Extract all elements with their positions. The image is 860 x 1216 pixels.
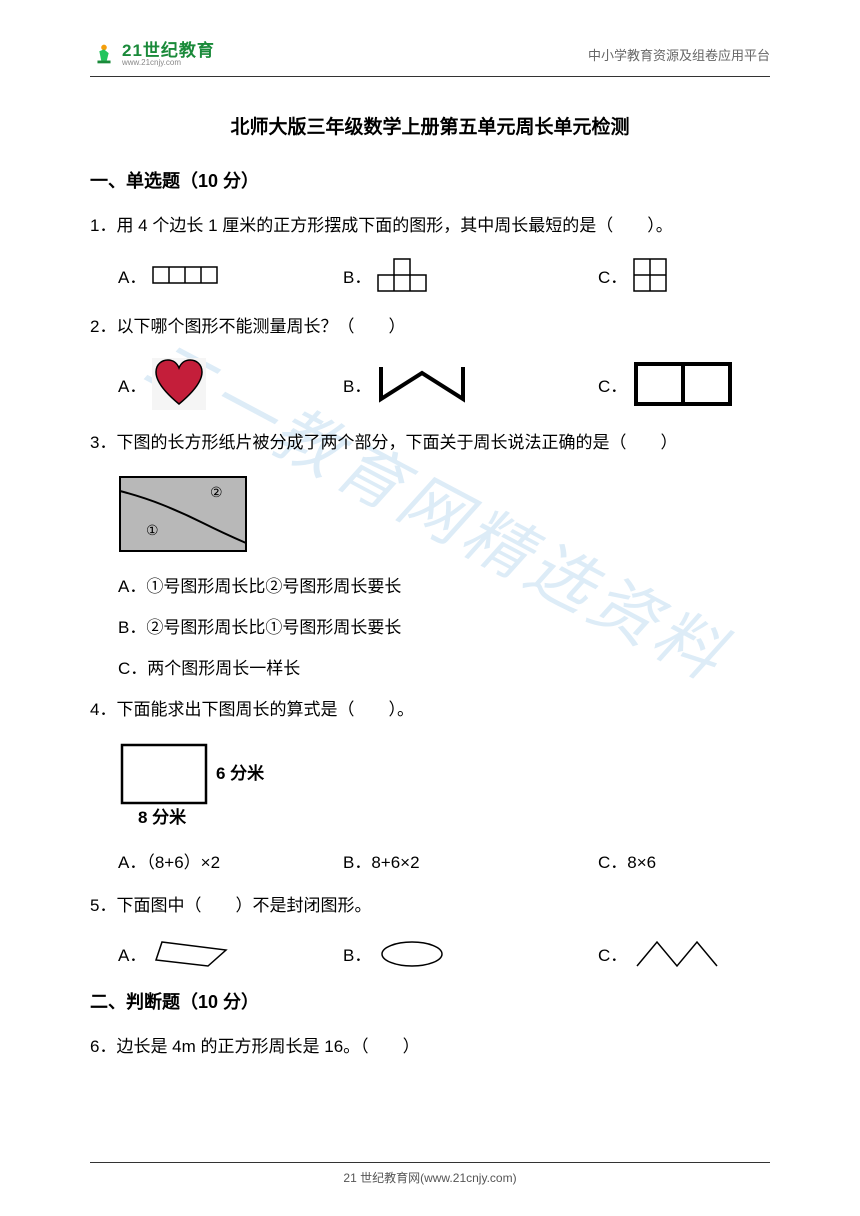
- heart-icon: [152, 358, 206, 410]
- option-label: B．: [343, 941, 371, 966]
- q4-options: A．（8+6）×2 B．8+6×2 C．8×6: [90, 848, 770, 873]
- option-label: B．: [343, 372, 371, 397]
- q1-option-a[interactable]: A．: [118, 263, 343, 288]
- footer-divider: [90, 1162, 770, 1163]
- q4-image: 6 分米 8 分米: [118, 741, 770, 834]
- q5-option-a[interactable]: A．: [118, 938, 343, 970]
- q3-option-c[interactable]: C．两个图形周长一样长: [118, 654, 770, 679]
- q5-text: 5．下面图中（ ）不是封闭图形。: [90, 891, 770, 922]
- section2-title: 二、判断题（10 分）: [90, 988, 770, 1014]
- q1-option-b[interactable]: B．: [343, 258, 598, 294]
- q4-option-c[interactable]: C．8×6: [598, 848, 770, 873]
- Lshape-icon: [377, 258, 429, 294]
- option-label: C．8×6: [598, 848, 656, 873]
- svg-text:①: ①: [146, 522, 159, 538]
- q2-options: A． B． C．: [90, 358, 770, 410]
- option-label: A．（8+6）×2: [118, 848, 220, 873]
- option-label: B．8+6×2: [343, 848, 420, 873]
- page-header: 21世纪教育 www.21cnjy.com 中小学教育资源及组卷应用平台: [90, 40, 770, 68]
- page-footer: 21 世纪教育网(www.21cnjy.com): [90, 1162, 770, 1186]
- logo-main-text: 21世纪教育: [122, 42, 215, 59]
- q3-option-b[interactable]: B．②号图形周长比①号图形周长要长: [118, 613, 770, 638]
- q2-option-a[interactable]: A．: [118, 358, 343, 410]
- option-label: A．: [118, 941, 146, 966]
- svg-text:8 分米: 8 分米: [138, 807, 187, 827]
- q1-options: A． B． C．: [90, 258, 770, 294]
- q5-option-c[interactable]: C．: [598, 938, 770, 970]
- footer-text: 21 世纪教育网(www.21cnjy.com): [90, 1169, 770, 1186]
- q4-option-b[interactable]: B．8+6×2: [343, 848, 598, 873]
- option-label: A．: [118, 372, 146, 397]
- logo-sub-text: www.21cnjy.com: [122, 59, 215, 67]
- option-label: C．: [598, 372, 627, 397]
- rect2-icon: [633, 361, 733, 407]
- zigzag-icon: [633, 938, 721, 970]
- header-right-text: 中小学教育资源及组卷应用平台: [588, 45, 770, 64]
- logo-icon: [90, 40, 118, 68]
- q3-text: 3．下图的长方形纸片被分成了两个部分，下面关于周长说法正确的是（ ）: [90, 428, 770, 459]
- q1-text: 1．用 4 个边长 1 厘米的正方形摆成下面的图形，其中周长最短的是（ ）。: [90, 211, 770, 242]
- q3-option-list: A．①号图形周长比②号图形周长要长 B．②号图形周长比①号图形周长要长 C．两个…: [90, 572, 770, 679]
- q3-option-a[interactable]: A．①号图形周长比②号图形周长要长: [118, 572, 770, 597]
- page-title: 北师大版三年级数学上册第五单元周长单元检测: [90, 112, 770, 139]
- q1-option-c[interactable]: C．: [598, 258, 770, 294]
- q4-text: 4．下面能求出下图周长的算式是（ ）。: [90, 695, 770, 726]
- q5-option-b[interactable]: B．: [343, 939, 598, 969]
- svg-text:②: ②: [210, 484, 223, 500]
- q4-option-a[interactable]: A．（8+6）×2: [118, 848, 343, 873]
- q3-image: ② ①: [118, 475, 770, 558]
- section1-title: 一、单选题（10 分）: [90, 167, 770, 193]
- q6-text: 6．边长是 4m 的正方形周长是 16。（ ）: [90, 1032, 770, 1063]
- M-open-icon: [377, 363, 467, 405]
- option-label: C．: [598, 263, 627, 288]
- option-label: C．: [598, 941, 627, 966]
- option-label: A．: [118, 263, 146, 288]
- square2x2-icon: [633, 258, 669, 294]
- quad-icon: [152, 938, 230, 970]
- logo: 21世纪教育 www.21cnjy.com: [90, 40, 215, 68]
- row4squares-icon: [152, 266, 220, 286]
- ellipse-icon: [377, 939, 447, 969]
- svg-text:6 分米: 6 分米: [216, 763, 265, 783]
- option-label: B．: [343, 263, 371, 288]
- header-divider: [90, 76, 770, 77]
- q5-options: A． B． C．: [90, 938, 770, 970]
- q2-text: 2．以下哪个图形不能测量周长？（ ）: [90, 312, 770, 343]
- q2-option-b[interactable]: B．: [343, 363, 598, 405]
- q2-option-c[interactable]: C．: [598, 361, 770, 407]
